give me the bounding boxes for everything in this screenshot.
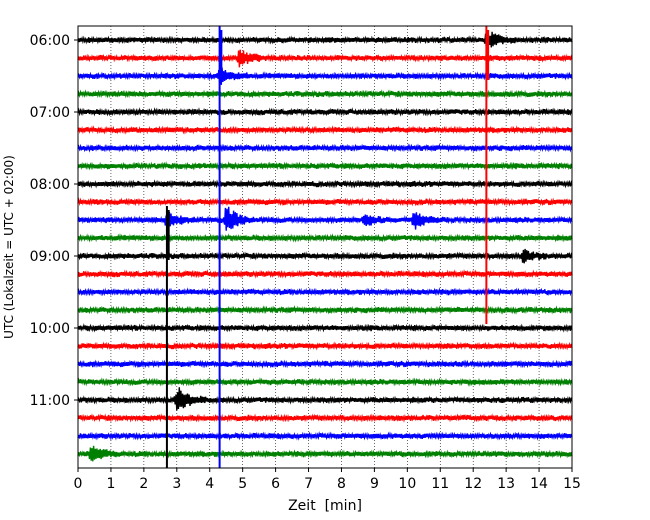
- plot-frame: [77, 25, 573, 469]
- x-tick-label: 12: [464, 476, 482, 492]
- event-spikes: [165, 26, 490, 468]
- x-tick-label: 9: [370, 476, 379, 492]
- x-tick-label: 1: [106, 476, 115, 492]
- trace-row-0800: [77, 179, 573, 189]
- x-tick-label: 2: [139, 476, 148, 492]
- trace-row-0630: [77, 67, 573, 85]
- x-tick-label: 10: [398, 476, 416, 492]
- trace-row-1045: [77, 377, 573, 387]
- y-axis-ticks: 06:00 07:00 08:00 09:00 10:00 11:00: [30, 33, 78, 409]
- x-tick-label: 6: [271, 476, 280, 492]
- trace-row-0715: [77, 125, 573, 135]
- x-tick-label: 7: [304, 476, 313, 492]
- y-tick-label: 11:00: [30, 393, 70, 409]
- trace-row-1115: [77, 413, 573, 423]
- x-tick-label: 5: [238, 476, 247, 492]
- x-tick-label: 15: [563, 476, 581, 492]
- y-tick-label: 07:00: [30, 105, 70, 121]
- trace-row-0600: [77, 31, 573, 52]
- trace-row-0945: [77, 305, 573, 315]
- trace-row-1000: [77, 323, 573, 333]
- x-tick-label: 13: [497, 476, 515, 492]
- trace-row-1100: [77, 387, 573, 411]
- trace-row-0930: [77, 287, 573, 297]
- trace-row-0745: [77, 161, 573, 171]
- x-tick-label: 14: [530, 476, 548, 492]
- trace-row-0915: [77, 269, 573, 279]
- trace-row-0845: [77, 233, 573, 243]
- x-tick-label: 0: [74, 476, 83, 492]
- y-tick-label: 10:00: [30, 321, 70, 337]
- trace-layer: [77, 31, 573, 462]
- y-axis-label: UTC (Lokalzeit = UTC + 02:00): [2, 155, 16, 339]
- x-tick-label: 4: [205, 476, 214, 492]
- x-axis-ticks: 0 1 2 3 4 5 6 7 8 9 10 11 12 13 14 15: [74, 468, 581, 492]
- trace-row-0645: [77, 89, 573, 99]
- x-axis-label: Zeit [min]: [288, 498, 362, 514]
- trace-row-0815: [77, 197, 573, 207]
- y-tick-label: 09:00: [30, 249, 70, 265]
- trace-row-1030: [77, 359, 573, 369]
- trace-row-0730: [77, 143, 573, 153]
- trace-row-1130: [77, 431, 573, 441]
- trace-row-0700: [77, 107, 573, 117]
- trace-row-0615: [77, 49, 573, 68]
- trace-row-1015: [77, 341, 573, 351]
- y-tick-label: 08:00: [30, 177, 70, 193]
- y-tick-label: 06:00: [30, 33, 70, 49]
- x-tick-label: 11: [431, 476, 449, 492]
- trace-row-0900: [77, 248, 573, 264]
- trace-row-0830: [77, 206, 573, 231]
- trace-row-1145: [77, 445, 573, 462]
- x-tick-label: 8: [337, 476, 346, 492]
- x-tick-label: 3: [172, 476, 181, 492]
